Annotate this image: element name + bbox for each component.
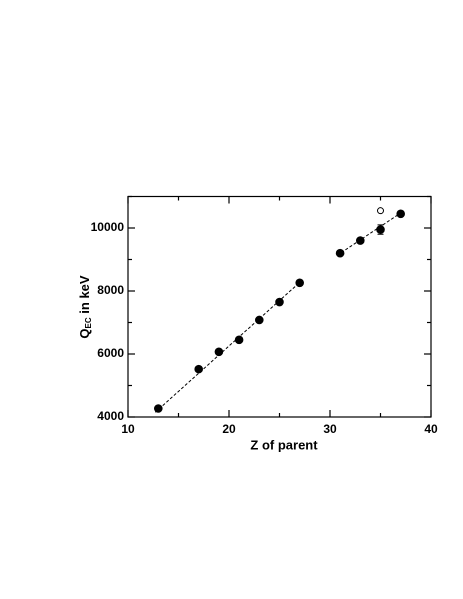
point [154, 404, 163, 413]
y-tick-label: 10000 [91, 220, 125, 234]
y-label-main: Q [77, 328, 92, 338]
fit-line [154, 280, 303, 413]
point [275, 297, 284, 307]
y-tick-label: 4000 [97, 409, 124, 423]
point [234, 335, 244, 345]
point [295, 278, 305, 288]
y-tick-label: 8000 [97, 283, 124, 297]
y-label-rest: in keV [77, 275, 92, 317]
x-tick-label: 10 [121, 422, 135, 436]
point [254, 315, 264, 325]
point [194, 364, 203, 374]
point [214, 347, 224, 357]
y-axis-label: QEC in keV [77, 275, 93, 338]
fit-line [336, 210, 405, 256]
y-tick-label: 6000 [97, 346, 124, 360]
open-point [377, 207, 384, 215]
point [376, 225, 385, 234]
x-axis-label: Z of parent [250, 437, 318, 452]
x-tick-label: 30 [323, 422, 337, 436]
x-tick-label: 40 [424, 422, 438, 436]
plot-frame [127, 195, 432, 418]
y-label-sub: EC [84, 317, 93, 328]
point [356, 236, 365, 245]
x-tick-label: 20 [222, 422, 236, 436]
point [396, 209, 406, 219]
point [335, 248, 345, 258]
